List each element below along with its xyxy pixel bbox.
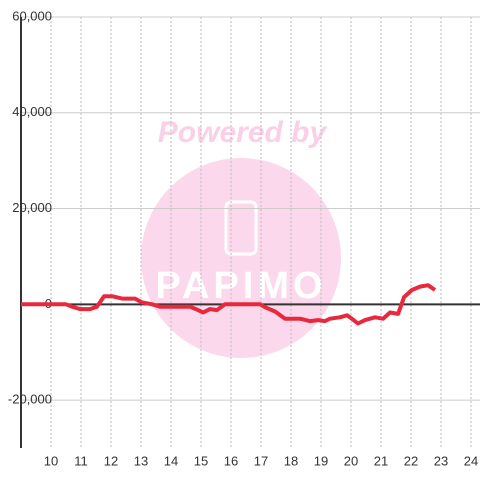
- watermark-icon: [224, 200, 258, 256]
- x-tick-label: 10: [44, 453, 58, 468]
- y-tick-label: 40,000: [12, 104, 52, 119]
- x-tick-label: 17: [254, 453, 268, 468]
- watermark-text: Powered by: [158, 116, 328, 149]
- x-tick-label: 20: [344, 453, 358, 468]
- watermark-text: PAPIMO: [155, 265, 326, 307]
- data-line: [21, 283, 437, 326]
- x-tick-label: 19: [314, 453, 328, 468]
- y-tick-label: -20,000: [8, 392, 52, 407]
- y-tick-label: 60,000: [12, 8, 52, 23]
- x-tick-label: 21: [374, 453, 388, 468]
- x-tick-label: 15: [194, 453, 208, 468]
- x-tick-label: 18: [284, 453, 298, 468]
- x-tick-label: 16: [224, 453, 238, 468]
- x-tick-label: 23: [434, 453, 448, 468]
- x-tick-label: 11: [74, 453, 88, 468]
- x-tick-label: 24: [464, 453, 478, 468]
- x-tick-label: 22: [404, 453, 418, 468]
- y-tick-label: 20,000: [12, 200, 52, 215]
- x-tick-label: 14: [164, 453, 178, 468]
- x-tick-label: 12: [104, 453, 118, 468]
- x-tick-label: 13: [134, 453, 148, 468]
